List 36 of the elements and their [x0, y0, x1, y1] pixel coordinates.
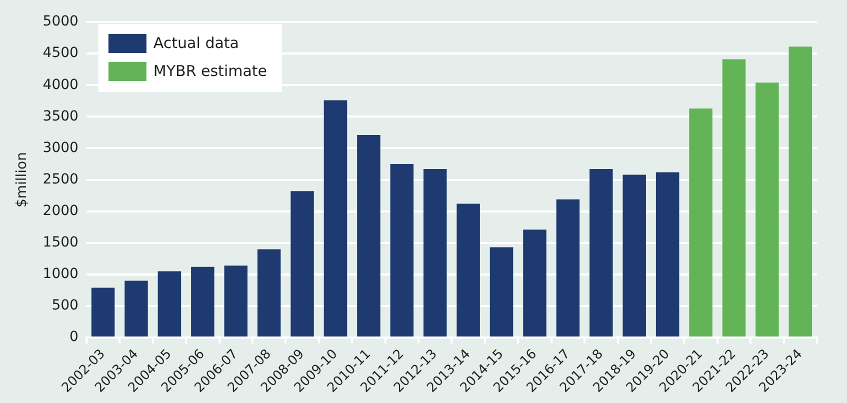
- bar: [456, 204, 480, 337]
- legend-label: MYBR estimate: [153, 62, 268, 80]
- y-tick-label: 3500: [42, 108, 78, 124]
- y-tick-label: 500: [52, 298, 78, 314]
- y-tick-label: 1500: [42, 234, 78, 251]
- bar: [390, 164, 414, 337]
- bar: [556, 199, 580, 337]
- bar: [91, 288, 115, 337]
- legend-label: Actual data: [153, 34, 239, 52]
- bar: [191, 266, 214, 337]
- bar: [523, 230, 546, 337]
- y-tick-label: 4000: [42, 76, 78, 93]
- bar: [224, 266, 248, 337]
- bar: [689, 108, 712, 337]
- bar: [656, 172, 680, 337]
- y-tick-label: 1000: [42, 266, 78, 282]
- bar: [756, 82, 779, 337]
- bar: [357, 134, 380, 337]
- bar: [324, 100, 348, 337]
- y-tick-label: 4500: [42, 45, 78, 62]
- bar: [124, 280, 148, 337]
- bar: [257, 249, 281, 337]
- bar: [590, 169, 613, 337]
- bar: [722, 59, 746, 337]
- bar: [490, 247, 514, 337]
- y-axis-title: $million: [14, 152, 30, 208]
- bar: [622, 174, 646, 337]
- y-tick-label: 0: [70, 329, 78, 346]
- y-tick-label: 2000: [42, 202, 78, 219]
- bar: [423, 169, 447, 337]
- bar: [158, 271, 182, 337]
- bar: [788, 46, 812, 337]
- bar: [290, 191, 314, 337]
- y-tick-label: 3000: [42, 140, 78, 156]
- y-tick-label: 5000: [42, 14, 78, 30]
- y-tick-label: 2500: [42, 171, 78, 188]
